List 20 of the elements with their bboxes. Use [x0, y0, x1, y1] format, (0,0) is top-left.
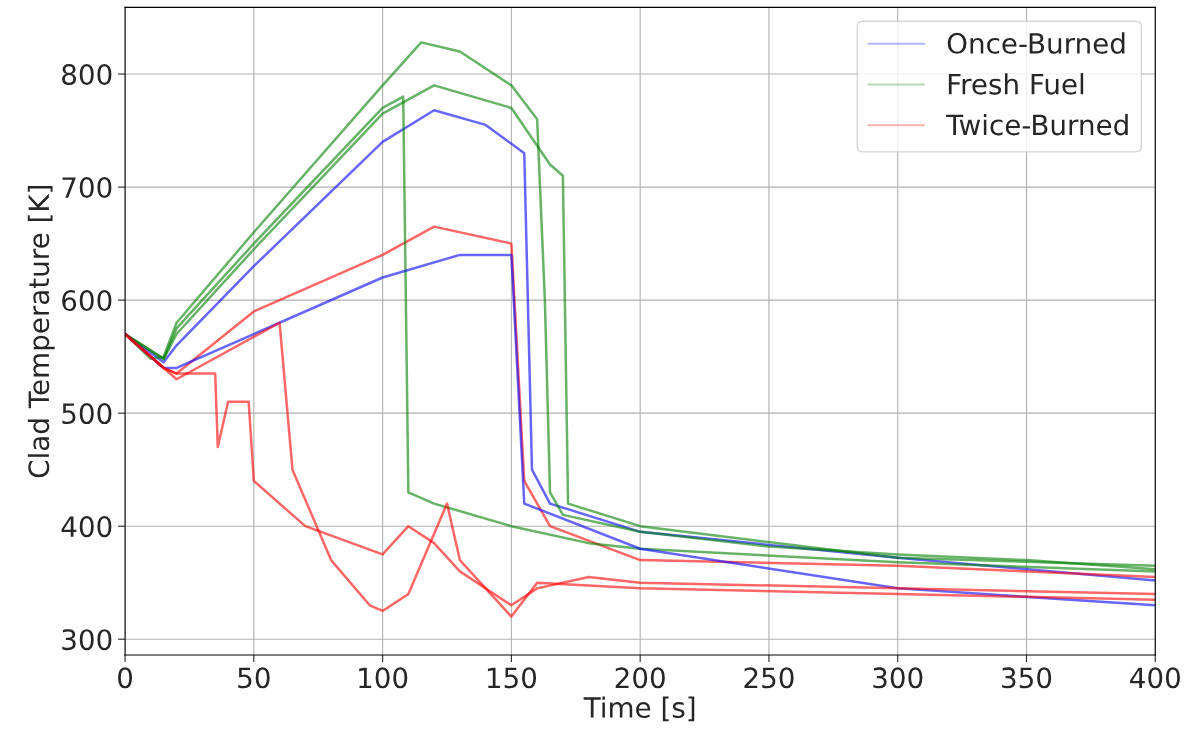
x-tick-label: 0 — [118, 667, 133, 689]
x-tick-label: 50 — [238, 667, 270, 689]
y-tick-label: 700 — [62, 177, 112, 199]
x-tick-label: 100 — [359, 667, 408, 689]
x-tick-label: 350 — [1002, 667, 1052, 689]
y-tick-label: 800 — [62, 63, 112, 85]
legend-label: Fresh Fuel — [948, 73, 1084, 95]
x-tick-label: 200 — [615, 667, 665, 689]
x-tick-label: 150 — [487, 667, 537, 689]
y-axis-title: Clad Temperature [K] — [27, 185, 55, 478]
legend-label: Once-Burned — [947, 32, 1125, 54]
x-tick-label: 250 — [744, 667, 794, 689]
legend-label: Twice-Burned — [946, 113, 1128, 136]
y-tick-label: 600 — [62, 290, 112, 312]
x-tick-label: 400 — [1130, 667, 1180, 689]
x-axis-title: Time [s] — [583, 696, 695, 722]
y-tick-label: 400 — [61, 516, 112, 538]
y-tick-label: 500 — [62, 403, 112, 425]
x-tick-label: 300 — [873, 667, 923, 689]
y-tick-label: 300 — [62, 629, 112, 651]
